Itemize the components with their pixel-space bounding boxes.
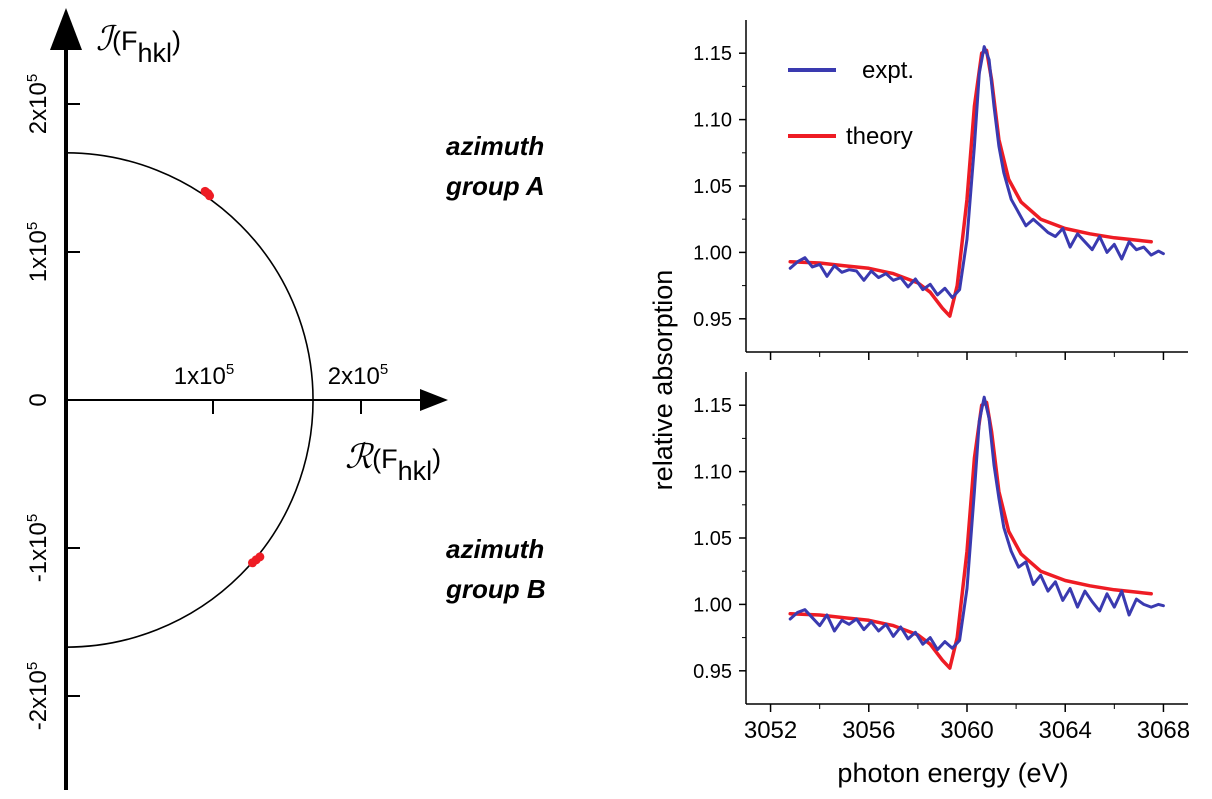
y-tick-label: 1.10 <box>693 110 732 132</box>
y-tick-label: 1.05 <box>693 176 732 198</box>
y-tick-label: 1.00 <box>693 242 732 264</box>
annotation-group-b-line2: group B <box>445 574 546 604</box>
structure-factor-point <box>251 555 261 565</box>
y-tick-label: -1x105 <box>24 514 52 582</box>
x-tick-label: 3060 <box>940 717 993 744</box>
spectra-panels: relative absorption photon energy (eV) 0… <box>648 20 1190 788</box>
y-tick-label: 1x105 <box>24 222 52 282</box>
imag-axis-arrowhead <box>50 8 82 50</box>
x-axis-label: photon energy (eV) <box>837 758 1068 788</box>
y-tick-label: 1.15 <box>693 395 732 417</box>
series-line-expt <box>788 45 1165 300</box>
y-tick-label: 1.00 <box>693 594 732 616</box>
annotation-group-a-line1: azimuth <box>446 131 544 161</box>
structure-factor-point <box>203 189 213 199</box>
argand-diagram: 2x105 1x105 0 -1x105 -2x105 1x105 2x105 … <box>24 8 546 790</box>
structure-factor-circle <box>65 152 314 648</box>
x-tick-label: 3056 <box>842 717 895 744</box>
y-tick-label: -2x105 <box>24 662 52 730</box>
legend-label: expt. <box>862 57 914 84</box>
annotation-group-b-line1: azimuth <box>446 534 544 564</box>
x-tick-label: 3068 <box>1137 717 1190 744</box>
real-axis-label: ℛ(Fhkl) <box>345 437 441 486</box>
y-tick-label: 1.05 <box>693 528 732 550</box>
annotation-group-a-line2: group A <box>445 171 545 201</box>
y-tick-label: 1.15 <box>693 43 732 65</box>
imag-axis-label: ℐ(Fhkl) <box>96 19 181 68</box>
x-tick-label: 2x105 <box>328 361 388 390</box>
series-line-expt <box>788 395 1165 652</box>
x-tick-label: 3052 <box>744 717 797 744</box>
y-tick-label: 2x105 <box>24 74 52 134</box>
legend-label: theory <box>846 123 913 150</box>
y-tick-label: 0 <box>25 393 52 406</box>
y-tick-label: 0.95 <box>693 309 732 331</box>
y-tick-label: 0.95 <box>693 661 732 683</box>
x-tick-label: 1x105 <box>174 361 234 390</box>
x-tick-label: 3064 <box>1039 717 1092 744</box>
real-axis-arrowhead <box>420 389 448 411</box>
y-axis-label: relative absorption <box>648 270 678 491</box>
y-tick-label: 1.10 <box>693 462 732 484</box>
